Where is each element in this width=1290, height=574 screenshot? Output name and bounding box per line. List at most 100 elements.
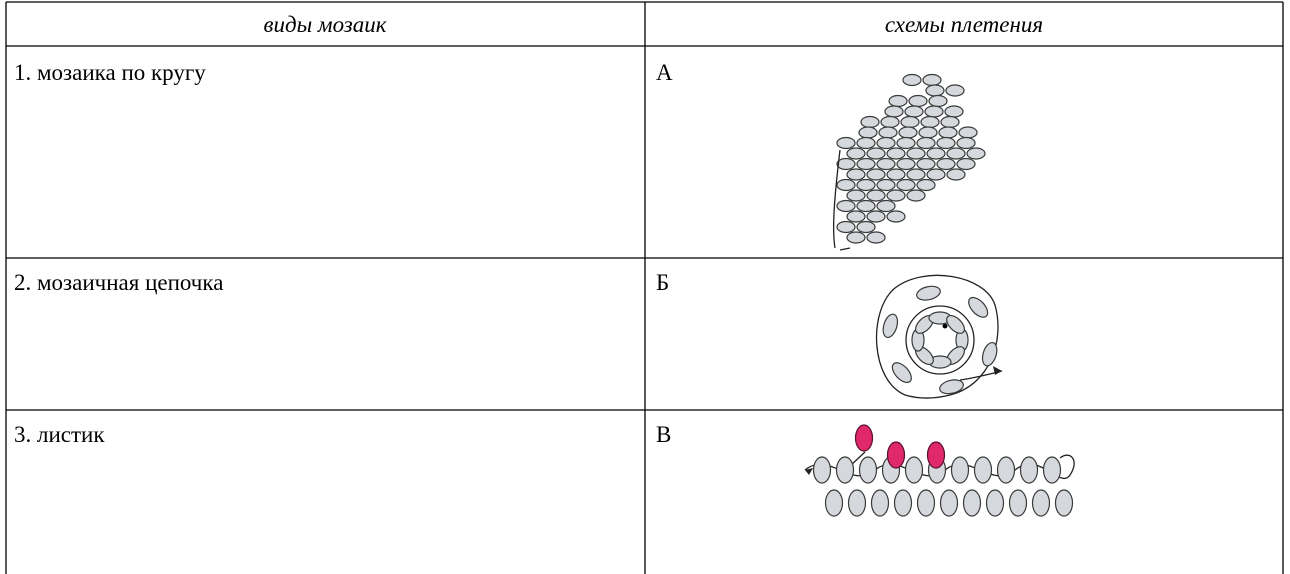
cell-text: А — [656, 60, 673, 85]
bead — [884, 105, 904, 118]
cell-text: 2. мозаичная цепочка — [14, 270, 223, 295]
bead — [928, 94, 948, 108]
header-cell: виды мозаик — [263, 12, 386, 37]
bead — [856, 178, 876, 192]
bead — [846, 168, 866, 181]
thread — [832, 149, 851, 251]
bead — [939, 489, 959, 517]
arrow-head — [993, 366, 1002, 375]
bead — [922, 73, 942, 87]
cell-text: 3. листик — [14, 422, 105, 447]
bead — [981, 341, 998, 367]
bead — [856, 157, 876, 171]
bead — [906, 168, 926, 181]
bead — [1054, 489, 1074, 517]
bead — [836, 136, 856, 150]
cell-text: 1. мозаика по кругу — [14, 60, 206, 85]
bead — [866, 210, 886, 223]
bead — [926, 147, 946, 160]
bead — [836, 220, 856, 234]
cell-text: Б — [656, 270, 669, 295]
bead — [846, 189, 866, 202]
bead — [856, 136, 876, 150]
bead — [902, 73, 922, 87]
bead — [882, 313, 899, 339]
scheme-b — [875, 274, 1003, 399]
bead — [966, 147, 986, 160]
bead — [896, 157, 916, 171]
bead — [866, 189, 886, 202]
bead — [936, 136, 956, 150]
bead — [1031, 489, 1051, 517]
pink-bead — [926, 441, 946, 469]
bead — [985, 489, 1005, 517]
bead — [878, 126, 898, 139]
bead — [946, 147, 966, 160]
bead — [946, 168, 966, 181]
bead — [896, 178, 916, 192]
bead — [870, 489, 890, 517]
bead — [925, 84, 945, 97]
bead — [916, 489, 936, 517]
bead — [886, 210, 906, 223]
bead — [866, 231, 886, 244]
bead — [968, 296, 989, 318]
thread — [905, 305, 975, 375]
bead — [918, 126, 938, 139]
bead — [939, 379, 964, 395]
bead — [946, 314, 966, 334]
bead — [904, 456, 924, 484]
bead — [824, 489, 844, 517]
bead — [846, 147, 866, 160]
bead — [916, 157, 936, 171]
pink-bead — [886, 441, 906, 469]
bead — [812, 456, 832, 484]
bead — [973, 456, 993, 484]
bead — [916, 285, 941, 301]
bead — [950, 456, 970, 484]
bead — [956, 136, 976, 150]
scheme-a — [832, 73, 986, 251]
bead — [866, 147, 886, 160]
bead — [956, 157, 976, 171]
bead — [936, 157, 956, 171]
bead — [835, 456, 855, 484]
bead — [926, 168, 946, 181]
bead — [856, 220, 876, 234]
bead — [906, 147, 926, 160]
bead — [916, 136, 936, 150]
bead — [904, 105, 924, 118]
pink-bead — [854, 424, 874, 452]
bead — [876, 178, 896, 192]
bead — [866, 168, 886, 181]
bead — [906, 189, 926, 202]
bead — [962, 489, 982, 517]
bead — [944, 105, 964, 118]
header-cell: схемы плетения — [885, 12, 1043, 37]
bead — [858, 456, 878, 484]
bead — [856, 199, 876, 213]
bead — [916, 178, 936, 192]
bead — [891, 362, 912, 384]
bead — [876, 199, 896, 213]
bead — [1042, 456, 1062, 484]
bead — [938, 126, 958, 139]
bead — [1019, 456, 1039, 484]
bead — [847, 489, 867, 517]
bead — [888, 94, 908, 108]
cell-text: В — [656, 422, 671, 447]
bead — [920, 115, 940, 129]
bead — [886, 147, 906, 160]
bead — [886, 168, 906, 181]
knot — [942, 323, 948, 329]
bead — [898, 126, 918, 139]
bead — [893, 489, 913, 517]
bead — [836, 157, 856, 171]
bead — [900, 115, 920, 129]
bead — [876, 136, 896, 150]
bead — [846, 210, 866, 223]
bead — [896, 136, 916, 150]
bead — [996, 456, 1016, 484]
bead — [908, 94, 928, 108]
